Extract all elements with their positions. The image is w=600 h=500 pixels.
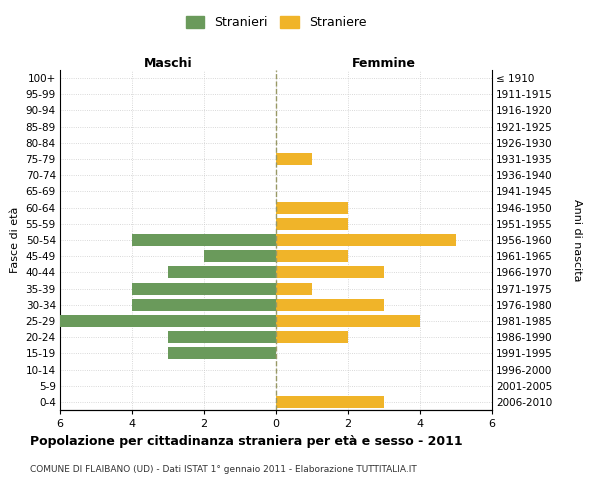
Bar: [276, 153, 312, 165]
Bar: [276, 234, 456, 246]
Bar: [168, 331, 276, 343]
Bar: [132, 298, 276, 311]
Legend: Stranieri, Straniere: Stranieri, Straniere: [181, 11, 371, 34]
Bar: [60, 315, 276, 327]
Text: Maschi: Maschi: [143, 57, 193, 70]
Text: Femmine: Femmine: [352, 57, 416, 70]
Bar: [276, 298, 384, 311]
Bar: [276, 218, 348, 230]
Bar: [276, 250, 348, 262]
Y-axis label: Anni di nascita: Anni di nascita: [572, 198, 583, 281]
Text: Popolazione per cittadinanza straniera per età e sesso - 2011: Popolazione per cittadinanza straniera p…: [30, 435, 463, 448]
Y-axis label: Fasce di età: Fasce di età: [10, 207, 20, 273]
Bar: [276, 282, 312, 294]
Bar: [204, 250, 276, 262]
Text: COMUNE DI FLAIBANO (UD) - Dati ISTAT 1° gennaio 2011 - Elaborazione TUTTITALIA.I: COMUNE DI FLAIBANO (UD) - Dati ISTAT 1° …: [30, 465, 417, 474]
Bar: [168, 266, 276, 278]
Bar: [276, 266, 384, 278]
Bar: [168, 348, 276, 360]
Bar: [276, 396, 384, 408]
Bar: [132, 234, 276, 246]
Bar: [276, 315, 420, 327]
Bar: [276, 202, 348, 213]
Bar: [132, 282, 276, 294]
Bar: [276, 331, 348, 343]
